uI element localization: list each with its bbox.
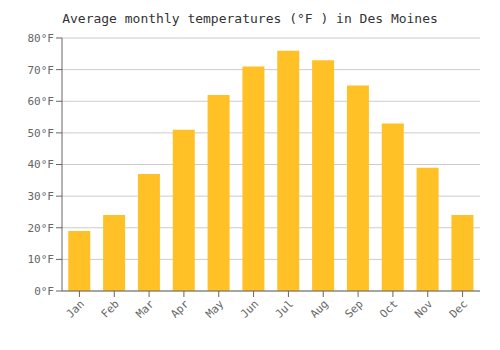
svg-text:Apr: Apr [168, 297, 192, 321]
svg-text:70°F: 70°F [28, 64, 55, 77]
svg-text:Sep: Sep [342, 297, 365, 320]
svg-text:Dec: Dec [447, 297, 470, 320]
svg-text:40°F: 40°F [28, 158, 55, 171]
svg-text:0°F: 0°F [34, 285, 54, 298]
svg-text:Jun: Jun [238, 297, 261, 320]
svg-text:Mar: Mar [133, 297, 157, 321]
svg-text:Jul: Jul [273, 297, 296, 320]
svg-text:30°F: 30°F [28, 190, 55, 203]
svg-text:60°F: 60°F [28, 95, 55, 108]
svg-text:Aug: Aug [308, 297, 331, 320]
svg-text:50°F: 50°F [28, 127, 55, 140]
svg-text:Oct: Oct [377, 297, 400, 320]
svg-text:80°F: 80°F [28, 32, 55, 45]
html-text:Average monthly temperatures (: Average monthly temperatures (°F ) in De… [62, 11, 438, 26]
svg-text:Nov: Nov [412, 297, 436, 321]
svg-text:20°F: 20°F [28, 222, 55, 235]
svg-text:Feb: Feb [99, 297, 122, 320]
svg-text:May: May [203, 297, 227, 321]
svg-text:Jan: Jan [64, 297, 87, 320]
svg-text:10°F: 10°F [28, 253, 55, 266]
